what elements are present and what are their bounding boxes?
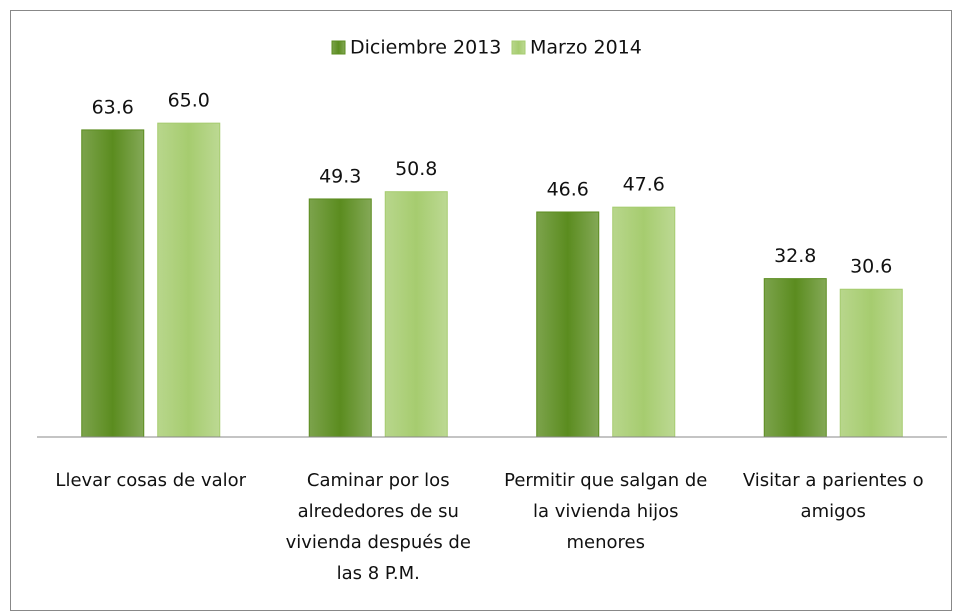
value-label: 46.6 (547, 178, 589, 200)
bar (763, 278, 827, 438)
bar (839, 288, 903, 438)
bar (157, 122, 221, 438)
value-label: 65.0 (168, 90, 210, 112)
value-label: 30.6 (850, 256, 892, 278)
x-tick-label: Permitir que salgan de la vivienda hijos… (504, 470, 708, 553)
legend-swatch (511, 40, 526, 55)
bar (536, 211, 600, 438)
bar (612, 206, 676, 438)
bar (81, 129, 145, 438)
value-label: 63.6 (92, 96, 134, 118)
bar (308, 198, 372, 438)
value-label: 49.3 (319, 165, 361, 187)
value-label: 47.6 (623, 174, 665, 196)
x-tick-label: Llevar cosas de valor (55, 470, 247, 491)
value-label: 32.8 (774, 245, 816, 267)
legend-label: Marzo 2014 (530, 37, 642, 59)
legend-swatch (331, 40, 346, 55)
bar (384, 191, 448, 438)
x-tick-label: Caminar por los alrededores de su vivien… (285, 470, 471, 584)
x-tick-label: Visitar a parientes o amigos (742, 470, 924, 522)
legend-label: Diciembre 2013 (350, 37, 501, 59)
value-label: 50.8 (395, 158, 437, 180)
